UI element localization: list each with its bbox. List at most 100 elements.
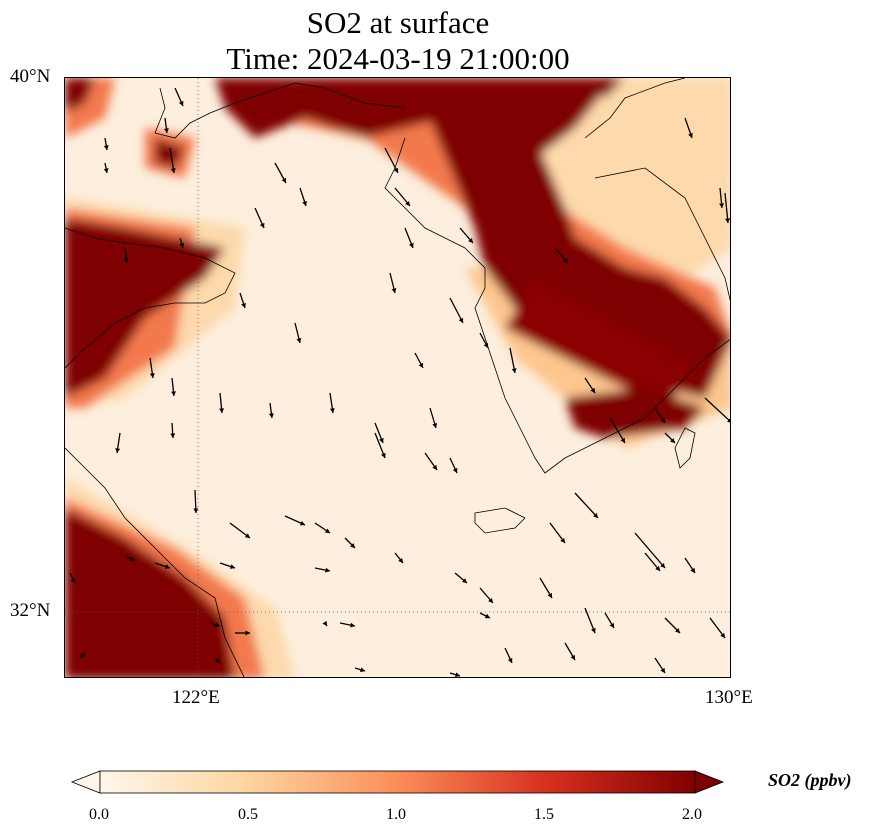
wind-arrow-head (179, 242, 185, 248)
wind-arrow-head (690, 567, 695, 573)
colorbar (70, 770, 725, 794)
colorbar-max-extend (694, 770, 725, 794)
wind-arrow-head (405, 200, 410, 206)
wind-arrow-head (325, 567, 330, 573)
gridlines (65, 78, 730, 677)
wind-arrow-head (281, 177, 286, 183)
wind-arrow-head (268, 413, 274, 418)
wind-arrow-head (563, 257, 568, 263)
wind-arrow-head (660, 667, 665, 673)
wind-arrow-head (468, 237, 473, 243)
wind-arrow-head (229, 564, 235, 569)
wind-arrow-head (350, 543, 355, 548)
wind-arrow-head (129, 556, 135, 562)
wind-arrow-head (670, 438, 675, 443)
wind-arrow-head (324, 528, 330, 533)
colorbar-tick-0: 0.0 (89, 806, 109, 823)
colorbar-tick-2: 1.0 (386, 806, 406, 823)
coastlines (65, 78, 730, 677)
colorbar-label: SO2 (ppbv) (768, 770, 852, 790)
wind-arrow-head (593, 513, 598, 518)
wind-arrow-head (178, 100, 184, 106)
so2-field (65, 78, 730, 677)
wind-arrow-head (214, 622, 220, 628)
wind-arrow-head (688, 132, 693, 138)
lat-tick-40n: 40°N (10, 66, 51, 87)
wind-arrow-head (302, 200, 307, 206)
wind-arrow-head (609, 622, 614, 628)
wind-vectors (69, 87, 730, 677)
wind-arrow-head (329, 408, 335, 413)
wind-arrow (634, 532, 666, 569)
wind-arrow-head (725, 218, 730, 223)
wind-arrow-head (393, 167, 399, 173)
lon-tick-130e: 130°E (705, 687, 753, 708)
wind-arrow-head (244, 533, 250, 538)
wind-arrow-head (379, 437, 384, 443)
wind-arrow-head (660, 562, 665, 568)
wind-arrow-head (655, 565, 660, 571)
wind-arrow-head (103, 145, 109, 150)
wind-arrow (449, 297, 464, 324)
wind-arrow-head (215, 658, 220, 663)
wind-arrow-head (570, 654, 575, 660)
wind-arrow-head (719, 203, 725, 208)
wind-arrow-head (350, 622, 355, 628)
wind-arrow-head (660, 417, 665, 423)
wind-arrow-head (381, 452, 386, 458)
wind-arrow-head (299, 520, 305, 526)
wind-arrow-head (115, 448, 121, 453)
wind-arrow-head (219, 408, 225, 413)
wind-arrow (574, 492, 599, 519)
wind-arrow-head (507, 657, 513, 663)
map-panel (64, 77, 731, 678)
lon-tick-122e: 122°E (172, 687, 220, 708)
wind-arrow-head (727, 418, 730, 423)
wind-arrow-head (560, 537, 565, 543)
wind-arrow-head (163, 128, 169, 133)
colorbar-tick-4: 2.0 (682, 806, 702, 823)
wind-arrow-head (590, 387, 595, 393)
wind-arrow-head (455, 672, 460, 677)
wind-arrow-head (149, 373, 155, 378)
wind-arrow-head (720, 632, 725, 638)
wind-arrow-head (103, 168, 109, 173)
wind-arrow-head (458, 317, 464, 323)
map-title: SO2 at surface (306, 5, 490, 40)
wind-arrow-head (170, 433, 176, 438)
map-time: Time: 2024-03-19 21:00:00 (226, 41, 570, 76)
map-canvas (65, 78, 730, 677)
wind-arrow (609, 417, 626, 444)
wind-arrow (724, 192, 729, 224)
wind-arrow-head (170, 168, 176, 173)
wind-arrow-head (391, 288, 397, 293)
wind-arrow-head (359, 667, 365, 673)
wind-arrow-head (432, 422, 438, 428)
wind-arrow-head (322, 620, 327, 626)
wind-arrow-head (123, 258, 129, 263)
wind-arrow-head (193, 508, 199, 513)
wind-arrow-head (171, 391, 176, 396)
wind-arrow-head (245, 630, 250, 636)
wind-arrow-head (432, 464, 437, 470)
wind-arrow (384, 147, 399, 174)
colorbar-min-extend (70, 770, 101, 794)
wind-arrow-head (409, 242, 414, 248)
colorbar-tick-1: 0.5 (238, 806, 258, 823)
wind-arrow-head (488, 597, 493, 603)
wind-arrow-head (70, 577, 76, 583)
wind-arrow-head (547, 592, 552, 598)
wind-arrow-head (80, 653, 85, 658)
wind-arrow-head (241, 302, 246, 308)
wind-arrow-head (675, 628, 680, 633)
wind-arrow-head (484, 613, 490, 619)
wind-arrow-head (483, 342, 489, 348)
wind-arrow-head (452, 467, 458, 473)
lat-tick-32n: 32°N (10, 600, 51, 621)
wind-arrow-head (511, 368, 517, 373)
wind-arrow-head (620, 437, 625, 443)
wind-arrow-head (259, 222, 265, 228)
wind-arrow-head (591, 627, 596, 633)
wind-arrow-head (164, 564, 170, 569)
wind-arrow (704, 397, 730, 423)
